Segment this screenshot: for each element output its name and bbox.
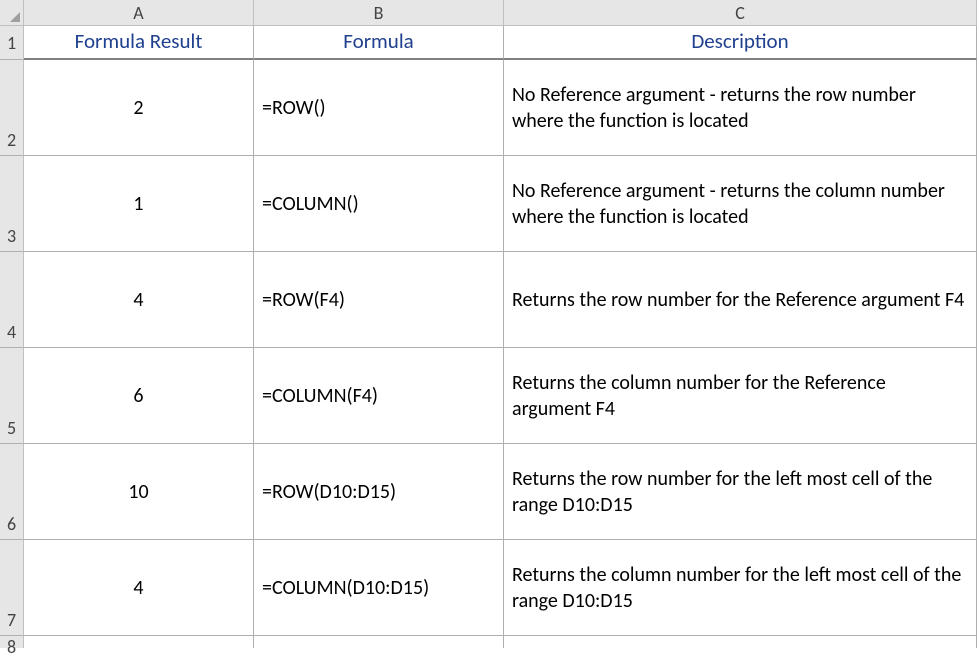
cell-C8[interactable] <box>504 636 977 648</box>
cell-A3[interactable]: 1 <box>24 156 254 252</box>
cell-C6[interactable]: Returns the row number for the left most… <box>504 444 977 540</box>
row-header-1[interactable]: 1 <box>0 26 24 60</box>
cell-B7[interactable]: =COLUMN(D10:D15) <box>254 540 504 636</box>
cell-A5[interactable]: 6 <box>24 348 254 444</box>
cell-C1[interactable]: Description <box>504 26 977 60</box>
cell-A7[interactable]: 4 <box>24 540 254 636</box>
cell-A4[interactable]: 4 <box>24 252 254 348</box>
cell-B8[interactable] <box>254 636 504 648</box>
cell-C3[interactable]: No Reference argument - returns the colu… <box>504 156 977 252</box>
cell-B5[interactable]: =COLUMN(F4) <box>254 348 504 444</box>
cell-A6[interactable]: 10 <box>24 444 254 540</box>
row-header-8[interactable]: 8 <box>0 636 24 648</box>
column-header-C[interactable]: C <box>504 0 977 26</box>
cell-C4[interactable]: Returns the row number for the Reference… <box>504 252 977 348</box>
cell-C5[interactable]: Returns the column number for the Refere… <box>504 348 977 444</box>
cell-B3[interactable]: =COLUMN() <box>254 156 504 252</box>
spreadsheet-grid: A B C 1 Formula Result Formula Descripti… <box>0 0 977 648</box>
cell-A2[interactable]: 2 <box>24 60 254 156</box>
column-header-B[interactable]: B <box>254 0 504 26</box>
column-header-A[interactable]: A <box>24 0 254 26</box>
cell-C7[interactable]: Returns the column number for the left m… <box>504 540 977 636</box>
cell-B6[interactable]: =ROW(D10:D15) <box>254 444 504 540</box>
row-header-2[interactable]: 2 <box>0 60 24 156</box>
cell-A1[interactable]: Formula Result <box>24 26 254 60</box>
cell-B1[interactable]: Formula <box>254 26 504 60</box>
cell-A8[interactable] <box>24 636 254 648</box>
cell-B4[interactable]: =ROW(F4) <box>254 252 504 348</box>
row-header-4[interactable]: 4 <box>0 252 24 348</box>
cell-B2[interactable]: =ROW() <box>254 60 504 156</box>
row-header-6[interactable]: 6 <box>0 444 24 540</box>
cell-C2[interactable]: No Reference argument - returns the row … <box>504 60 977 156</box>
select-all-corner[interactable] <box>0 0 24 26</box>
row-header-5[interactable]: 5 <box>0 348 24 444</box>
row-header-3[interactable]: 3 <box>0 156 24 252</box>
row-header-7[interactable]: 7 <box>0 540 24 636</box>
